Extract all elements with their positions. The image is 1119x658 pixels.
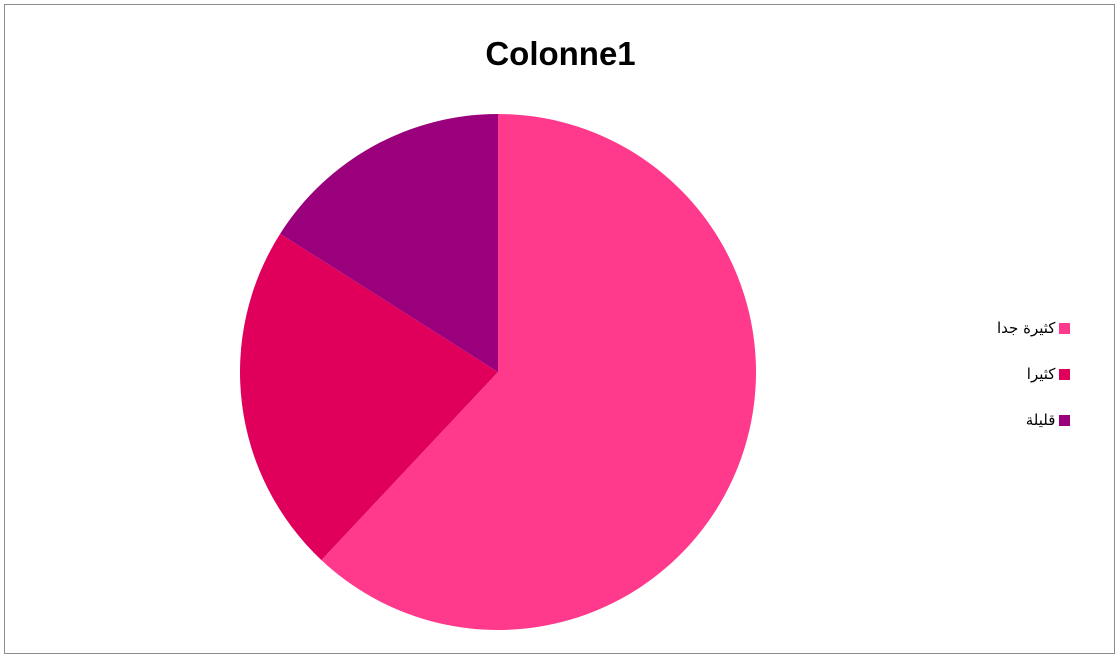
legend-label: كثيرا: [1026, 365, 1056, 383]
legend-swatch: [1059, 414, 1071, 426]
legend-swatch: [1059, 368, 1071, 380]
pie-slice: [239, 233, 498, 561]
legend-item: قليلة: [997, 409, 1071, 431]
legend-label: قليلة: [1025, 411, 1056, 429]
legend-label: كثيرة جدا: [997, 319, 1056, 337]
legend-item: كثيرة جدا: [997, 317, 1071, 339]
pie-chart: [239, 114, 757, 630]
chart-legend: كثيرة جدا كثيرا قليلة: [997, 317, 1071, 455]
chart-frame: Colonne1 كثيرة جدا كثيرا قليلة: [4, 4, 1115, 654]
legend-swatch: [1059, 322, 1071, 334]
legend-item: كثيرا: [997, 363, 1071, 385]
pie-slice: [280, 114, 498, 372]
pie-slice: [321, 114, 757, 630]
chart-title: Colonne1: [485, 35, 636, 72]
